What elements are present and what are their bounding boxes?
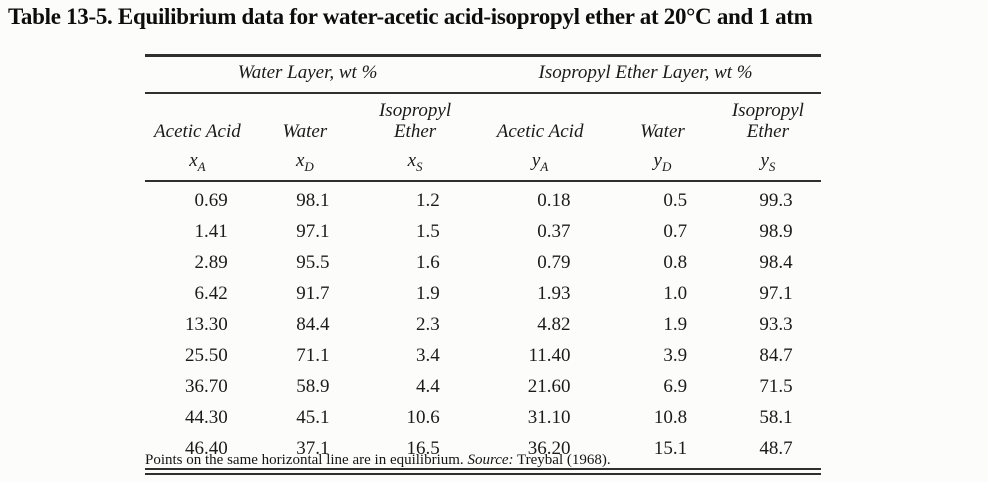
table-row: 13.30 84.4 2.3 4.82 1.9 93.3 <box>145 309 821 340</box>
footnote-source-ref: Treybal (1968). <box>517 452 611 468</box>
table-cell: 46.40 <box>145 433 250 475</box>
table-cell: 98.4 <box>759 251 793 273</box>
table-cell: 99.3 <box>759 189 793 211</box>
table-cell: 48.7 <box>714 433 821 475</box>
column-symbol-yD: yD <box>610 143 715 182</box>
table-cell: 10.6 <box>406 406 440 428</box>
table-cell: 25.50 <box>185 344 228 366</box>
table-cell: 4.82 <box>537 313 571 335</box>
table-row: 46.40 37.1 16.5 36.20 15.1 48.7 <box>145 433 821 475</box>
column-symbol-yS: yS <box>714 143 821 182</box>
table-cell: 84.7 <box>759 344 793 366</box>
table-cell: 84.4 <box>296 313 330 335</box>
table-row: 2.89 95.5 1.6 0.79 0.8 98.4 <box>145 247 821 278</box>
table-cell: 36.20 <box>470 433 611 475</box>
table-cell: 0.69 <box>194 189 228 211</box>
table-cell: 36.70 <box>185 375 228 397</box>
table-cell: 6.9 <box>663 375 688 397</box>
table-cell: 2.89 <box>194 251 228 273</box>
table-cell: 1.9 <box>415 282 440 304</box>
table-cell: 1.2 <box>415 189 440 211</box>
table-cell: 71.5 <box>759 375 793 397</box>
table-cell: 98.1 <box>296 189 330 211</box>
table-cell: 31.10 <box>527 406 571 428</box>
table-body: 0.69 98.1 1.2 0.18 0.5 99.3 1.41 97.1 1.5 0.37 0.7… <box>145 181 821 475</box>
table-cell: 0.7 <box>663 220 688 242</box>
footnote: Points on the same horizontal line are i… <box>145 452 845 469</box>
table-row: 25.50 71.1 3.4 11.40 3.9 84.7 <box>145 340 821 371</box>
table-cell: 3.9 <box>663 344 688 366</box>
table-cell: 13.30 <box>185 313 228 335</box>
table-cell: 97.1 <box>296 220 330 242</box>
table-row: 36.70 58.9 4.4 21.60 6.9 71.5 <box>145 371 821 402</box>
table-cell: 95.5 <box>296 251 330 273</box>
table-cell: 11.40 <box>528 344 571 366</box>
table-cell: 98.9 <box>759 220 793 242</box>
equilibrium-table: Water Layer, wt % Isopropyl Ether Layer,… <box>145 54 821 475</box>
column-symbol-xD: xD <box>249 143 360 182</box>
table-cell: 0.8 <box>663 251 688 273</box>
table-cell: 0.18 <box>537 189 571 211</box>
table-row: 0.69 98.1 1.2 0.18 0.5 99.3 <box>145 181 821 217</box>
table-cell: 4.4 <box>415 375 440 397</box>
table-row: 1.41 97.1 1.5 0.37 0.7 98.9 <box>145 216 821 247</box>
table-cell: 37.1 <box>249 433 360 475</box>
column-symbols-row: xA xD xS yA yD yS <box>145 143 821 182</box>
table-cell: 58.9 <box>296 375 330 397</box>
table-cell: 91.7 <box>296 282 330 304</box>
column-group-row: Water Layer, wt % Isopropyl Ether Layer,… <box>145 54 821 94</box>
column-group-water-layer: Water Layer, wt % <box>145 54 471 94</box>
column-header-water-y: Water <box>640 121 685 143</box>
column-header-isopropyl-ether-x: Isopropyl Ether <box>378 100 452 143</box>
table-row: 44.30 45.1 10.6 31.10 10.8 58.1 <box>145 402 821 433</box>
column-header-acetic-acid-y: Acetic Acid <box>496 121 584 143</box>
column-symbol-xS: xS <box>359 143 471 182</box>
footnote-text: Points on the same horizontal line are i… <box>145 452 464 468</box>
table-cell: 0.79 <box>537 251 571 273</box>
table-cell: 97.1 <box>759 282 793 304</box>
column-group-ether-layer: Isopropyl Ether Layer, wt % <box>470 54 821 94</box>
table-cell: 1.93 <box>537 282 571 304</box>
table-cell: 45.1 <box>296 406 330 428</box>
table-cell: 0.37 <box>537 220 571 242</box>
table-cell: 1.0 <box>663 282 688 304</box>
table-cell: 1.9 <box>663 313 688 335</box>
column-header-isopropyl-ether-y: Isopropyl Ether <box>731 100 804 143</box>
table-cell: 0.5 <box>663 189 688 211</box>
column-names-row: Acetic Acid Water Isopropyl Ether Acetic… <box>145 93 821 144</box>
table-cell: 44.30 <box>185 406 228 428</box>
table-cell: 21.60 <box>527 375 571 397</box>
column-symbol-yA: yA <box>470 143 611 182</box>
column-header-water-x: Water <box>282 121 328 143</box>
column-symbol-xA: xA <box>145 143 250 182</box>
table-cell: 1.6 <box>415 251 440 273</box>
table-cell: 1.41 <box>194 220 228 242</box>
table-cell: 58.1 <box>759 406 793 428</box>
table-cell: 10.8 <box>653 406 688 428</box>
footnote-source-label: Source: <box>467 452 514 468</box>
table-cell: 15.1 <box>610 433 715 475</box>
table-cell: 6.42 <box>194 282 228 304</box>
table-cell: 93.3 <box>759 313 793 335</box>
table-row: 6.42 91.7 1.9 1.93 1.0 97.1 <box>145 278 821 309</box>
table-cell: 2.3 <box>415 313 440 335</box>
table-cell: 71.1 <box>296 344 330 366</box>
table-title: Table 13-5. Equilibrium data for water-a… <box>8 4 813 29</box>
table-cell: 16.5 <box>359 433 471 475</box>
column-header-acetic-acid-x: Acetic Acid <box>154 121 241 143</box>
table-cell: 1.5 <box>415 220 440 242</box>
table-cell: 3.4 <box>415 344 440 366</box>
